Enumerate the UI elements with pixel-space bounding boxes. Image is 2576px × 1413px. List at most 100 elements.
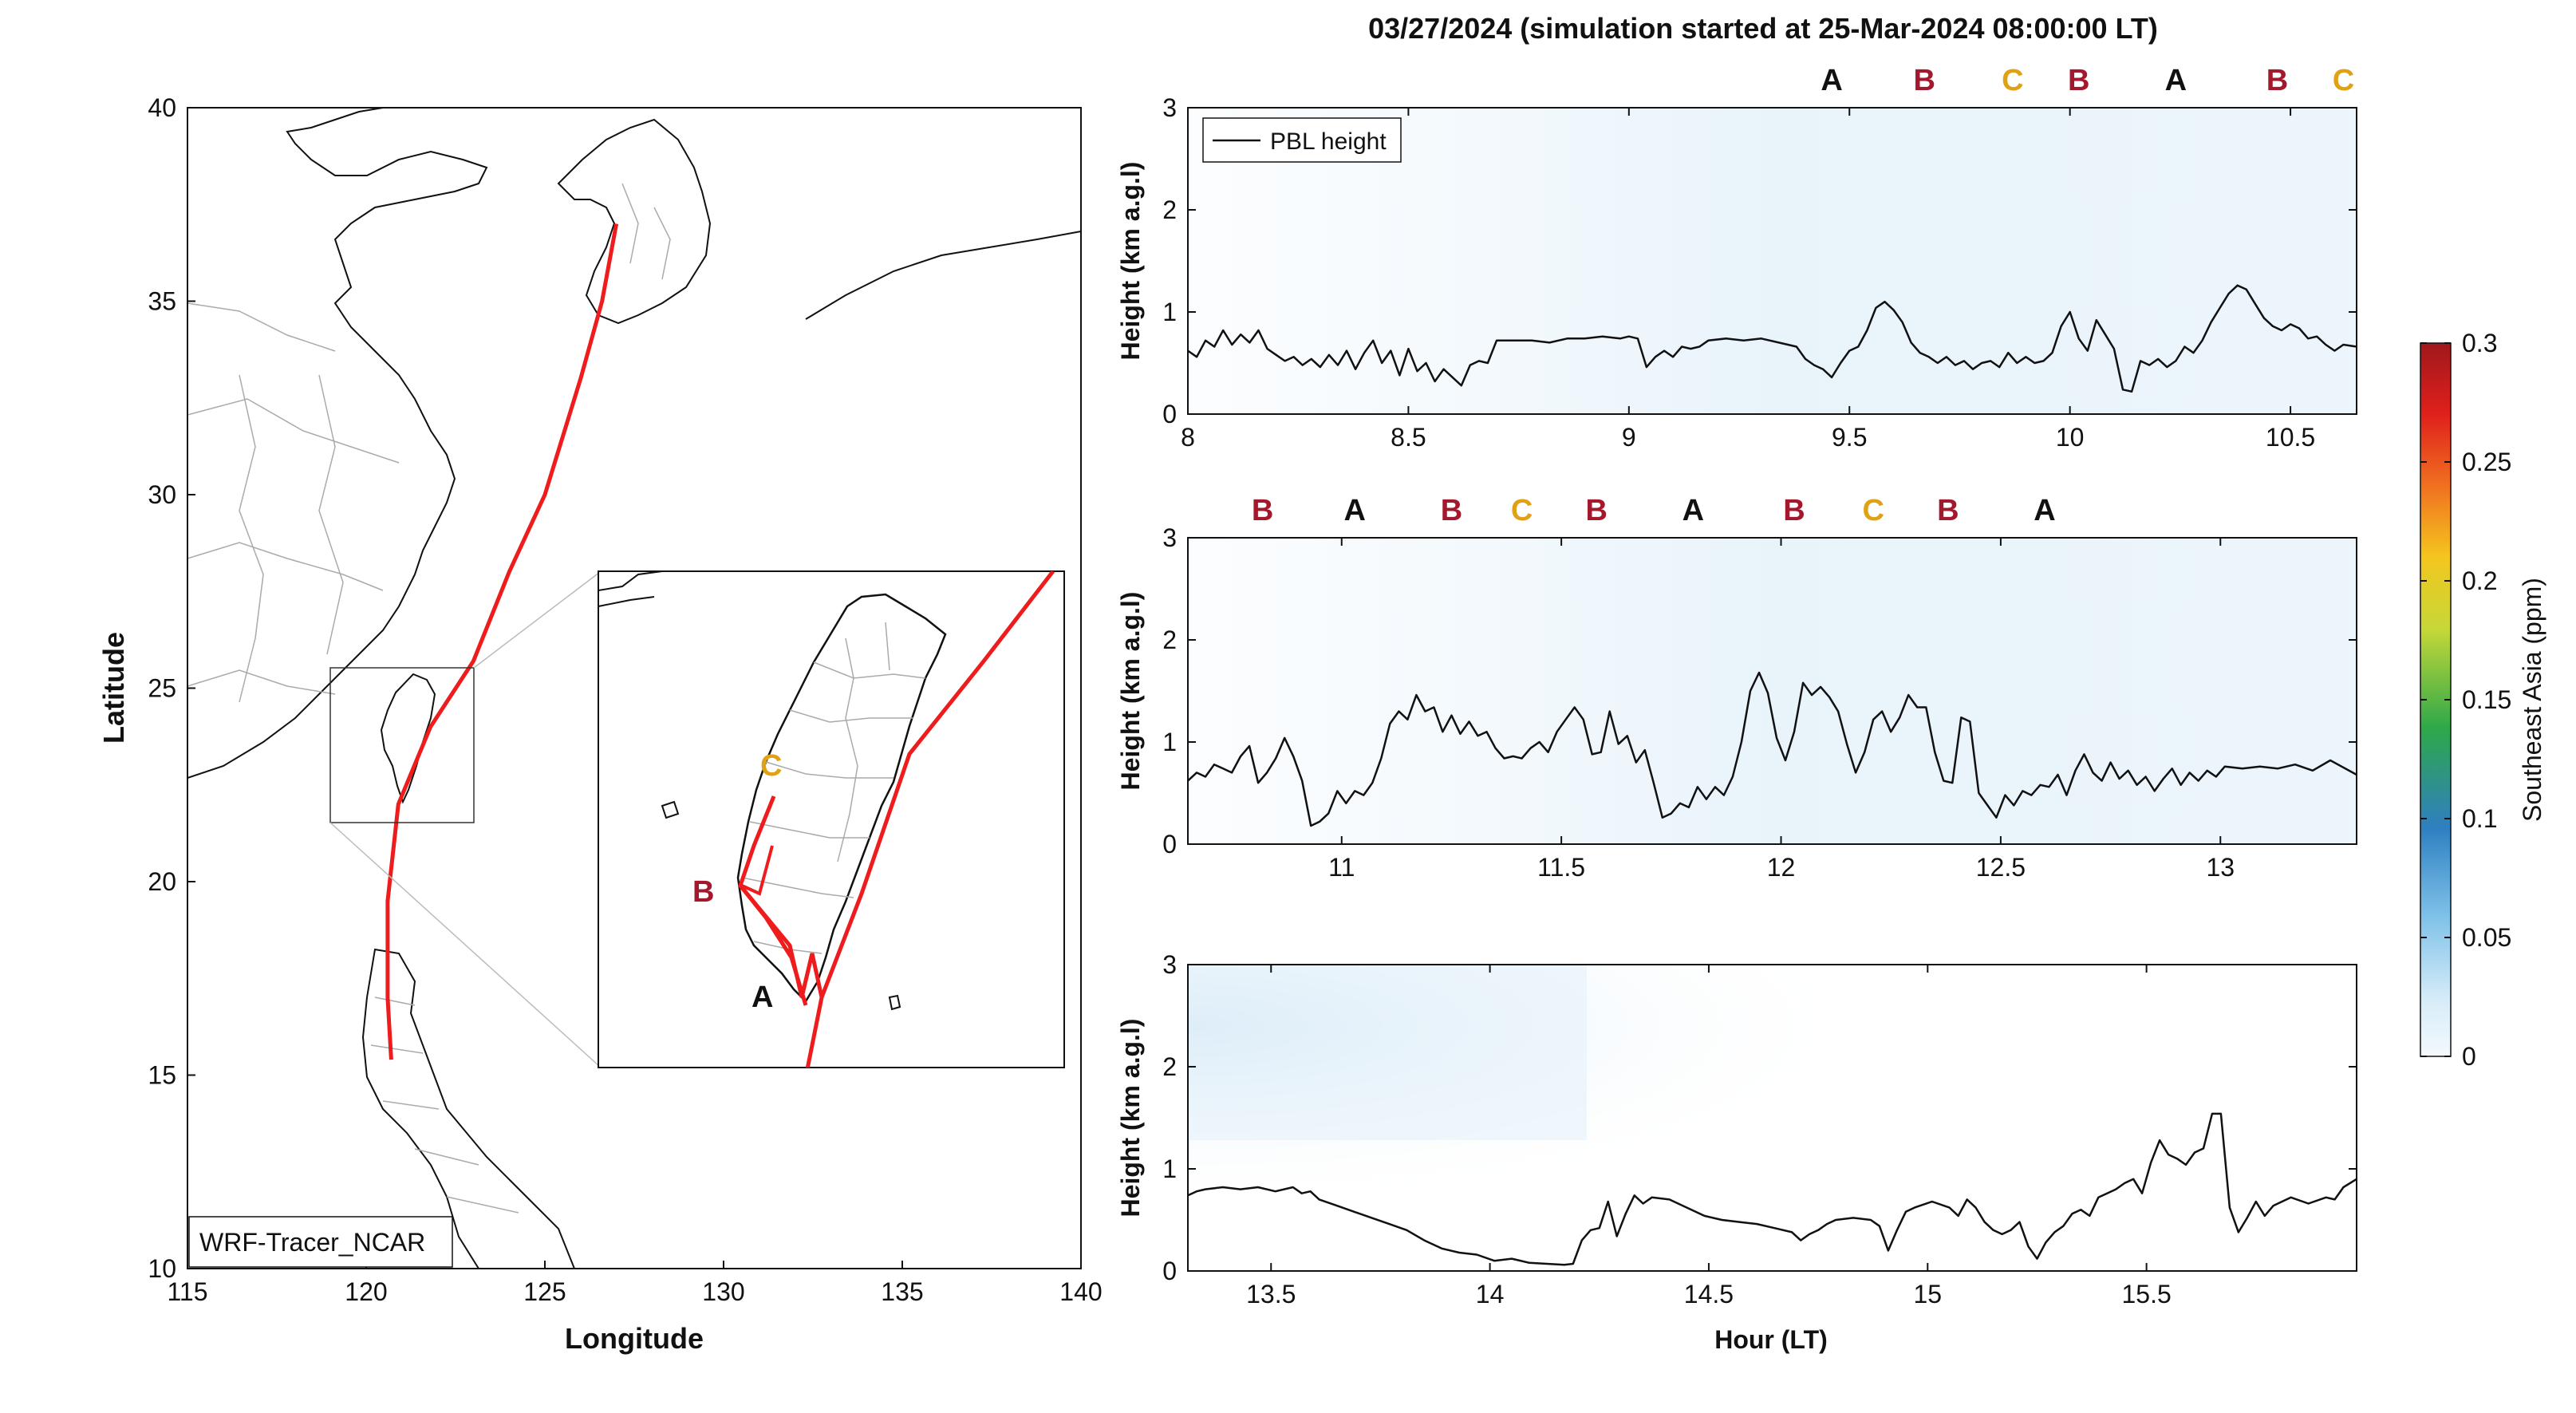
panel-x-tick-label: 13.5 — [1246, 1280, 1296, 1308]
panel-y-tick-label: 2 — [1162, 195, 1177, 224]
panel-x-tick-label: 9 — [1622, 423, 1636, 452]
legend-text: PBL height — [1270, 128, 1387, 155]
trajectory-letter-c: C — [2333, 64, 2354, 97]
trajectory-letter-b: B — [1252, 494, 1273, 527]
panel-y-tick-label: 0 — [1162, 830, 1177, 858]
figure-title: 03/27/2024 (simulation started at 25-Mar… — [1368, 12, 2158, 45]
panel-x-tick-label: 8 — [1181, 423, 1195, 452]
map-y-tick-label: 30 — [148, 480, 176, 509]
inset-islands — [661, 800, 901, 1011]
inset-label-c: C — [760, 749, 782, 783]
map-panel: 115 120 125 130 135 140 10 15 20 25 30 35 40 Longit… — [97, 93, 1103, 1355]
map-x-tick-label: 120 — [345, 1277, 387, 1306]
inset-track-b2 — [741, 845, 774, 896]
tracer-shading — [1188, 538, 2357, 844]
colorbar-tick-label: 0.25 — [2462, 448, 2511, 476]
model-label-box — [188, 1216, 453, 1268]
pbl-panel-3: 13.5 14 14.5 15 15.5 0 1 2 3 Height (km a.g.l) — [1116, 950, 2357, 1308]
panel-y-label: Height (km a.g.l) — [1116, 592, 1145, 791]
map-y-tick-label: 35 — [148, 287, 176, 316]
luzon-outline — [361, 948, 576, 1269]
panel-y-tick-label: 2 — [1162, 626, 1177, 654]
map-x-label: Longitude — [565, 1322, 704, 1355]
pbl-height-line — [1187, 284, 2357, 393]
panel-y-tick-label: 0 — [1162, 400, 1177, 428]
colorbar-tick-label: 0.1 — [2462, 804, 2497, 833]
map-y-tick-label: 20 — [148, 867, 176, 896]
map-x-tick-label: 135 — [881, 1277, 923, 1306]
inset-background — [598, 570, 1065, 1068]
trajectory-letter-b: B — [1937, 494, 1959, 527]
panel-y-tick-label: 3 — [1162, 93, 1177, 122]
panel-frame — [1187, 107, 2357, 415]
trajectory-letter-a: A — [1682, 494, 1704, 527]
panels-x-label: Hour (LT) — [1714, 1325, 1828, 1354]
panel-y-tick-label: 1 — [1162, 728, 1177, 756]
panel-y-tick-label: 2 — [1162, 1052, 1177, 1081]
panel-x-tick-label: 12 — [1767, 853, 1796, 882]
colorbar: 0 0.05 0.1 0.15 0.2 0.25 0.3 Southeast Asia (p… — [2420, 329, 2546, 1071]
trajectory-letter-c: C — [2002, 64, 2023, 97]
inset-track-b — [739, 884, 804, 998]
pbl-legend: PBL height — [1202, 117, 1402, 163]
panel-y-label: Height (km a.g.l) — [1116, 162, 1145, 361]
colorbar-tick-label: 0.05 — [2462, 923, 2511, 952]
panel-y-tick-label: 1 — [1162, 298, 1177, 326]
map-x-ticks: 115 120 125 130 135 140 — [167, 1261, 1103, 1306]
korea-coastline — [557, 118, 712, 325]
map-y-ticks: 10 15 20 25 30 35 40 — [148, 93, 195, 1283]
colorbar-tick-label: 0.3 — [2462, 329, 2497, 357]
zoom-box — [329, 667, 475, 823]
japan-outline — [805, 231, 1081, 320]
panel-frame — [1187, 537, 2357, 845]
trajectory-letter-b: B — [2068, 64, 2089, 97]
inset-label-a: A — [751, 981, 773, 1014]
inset-label-b: B — [692, 875, 714, 909]
inset-track-a — [799, 953, 824, 998]
panel-frame — [1187, 964, 2357, 1272]
map-y-tick-label: 10 — [148, 1254, 176, 1283]
china-coastline — [187, 108, 488, 779]
trajectory-letter-b: B — [1783, 494, 1805, 527]
trajectory-letter-b: B — [1585, 494, 1607, 527]
colorbar-tick-label: 0.2 — [2462, 566, 2497, 595]
trajectory-letter-c: C — [1862, 494, 1884, 527]
colorbar-ticks: 0 0.05 0.1 0.15 0.2 0.25 0.3 — [2420, 329, 2511, 1071]
panel-x-tick-label: 11.5 — [1537, 853, 1585, 882]
colorbar-label: Southeast Asia (ppm) — [2518, 578, 2546, 822]
map-x-tick-label: 115 — [167, 1277, 207, 1306]
panel-x-tick-label: 10 — [2056, 423, 2085, 452]
panel-x-tick-label: 10.5 — [2266, 423, 2315, 452]
pbl-height-line — [1187, 671, 2357, 827]
model-label: WRF-Tracer_NCAR — [199, 1228, 425, 1257]
map-y-tick-label: 40 — [148, 93, 176, 122]
trajectory-letter-a: A — [2034, 494, 2055, 527]
colorbar-tick-label: 0 — [2462, 1042, 2476, 1071]
trajectory-letter-b: B — [2266, 64, 2288, 97]
inset-track-east — [805, 571, 1055, 1068]
trajectory-letter-a: A — [2165, 64, 2187, 97]
panel-x-tick-label: 15 — [1913, 1280, 1942, 1308]
map-land — [187, 108, 1081, 1269]
colorbar-tick-label: 0.15 — [2462, 685, 2511, 714]
panel-x-tick-label: 14.5 — [1684, 1280, 1734, 1308]
map-y-label: Latitude — [97, 632, 130, 744]
zoom-connector-bottom — [329, 822, 601, 1068]
trajectory-letter-a: A — [1344, 494, 1366, 527]
trajectory-letter-b: B — [1913, 64, 1935, 97]
map-y-tick-label: 15 — [148, 1061, 176, 1090]
trajectory-letter-a: A — [1821, 64, 1842, 97]
trajectory-letter-c: C — [1511, 494, 1533, 527]
panel-x-tick-label: 14 — [1476, 1280, 1505, 1308]
tracer-shading-patch — [1188, 965, 1587, 1140]
panel-x-tick-label: 12.5 — [1976, 853, 2026, 882]
province-boundaries — [187, 183, 671, 703]
map-x-tick-label: 130 — [702, 1277, 744, 1306]
panel-y-tick-label: 1 — [1162, 1154, 1177, 1183]
map-x-tick-label: 140 — [1059, 1277, 1102, 1306]
trajectory-track — [385, 223, 619, 1060]
panel-y-tick-label: 3 — [1162, 950, 1177, 979]
panel-y-tick-label: 0 — [1162, 1257, 1177, 1285]
